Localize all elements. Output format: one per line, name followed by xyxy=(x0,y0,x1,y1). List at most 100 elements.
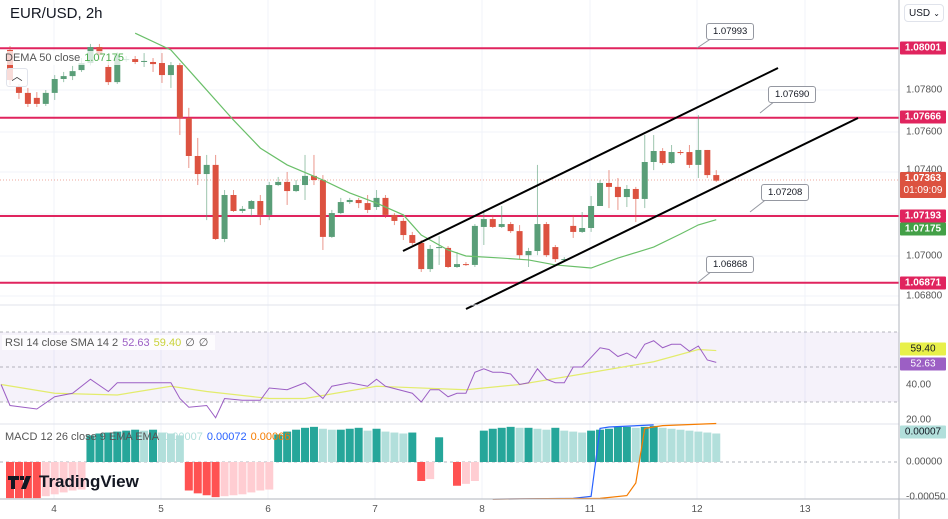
price-callout[interactable]: 1.07208 xyxy=(761,184,810,201)
time-tick: 11 xyxy=(584,504,596,515)
macd-tick: -0.00050 xyxy=(906,491,946,503)
candle-down xyxy=(713,175,720,181)
channel-lower-line[interactable] xyxy=(465,117,859,310)
macd-histogram-bar xyxy=(238,462,247,495)
macd-histogram-bar xyxy=(479,430,488,462)
macd-histogram-bar xyxy=(184,462,193,491)
macd-histogram-bar xyxy=(157,432,166,462)
collapse-legend-button[interactable]: ︿ xyxy=(6,68,28,87)
macd-histogram-bar xyxy=(533,428,542,462)
signal-value: 0.00066 xyxy=(250,431,291,443)
macd-histogram-bar xyxy=(604,428,613,462)
dema-line xyxy=(134,32,717,269)
candle-up xyxy=(579,227,586,232)
candle-down xyxy=(445,247,452,267)
price-callout[interactable]: 1.07993 xyxy=(706,23,755,40)
time-tick: 8 xyxy=(479,504,485,515)
macd-histogram-bar xyxy=(435,437,444,462)
macd-hist-value: 0.00007 xyxy=(163,431,203,443)
macd-histogram-bar xyxy=(309,426,318,462)
time-tick: 13 xyxy=(799,504,811,515)
macd-histogram-bar xyxy=(712,433,721,462)
dema-value: 1.07175 xyxy=(84,52,124,64)
macd-histogram-bar xyxy=(587,430,596,462)
macd-histogram-bar xyxy=(318,428,327,462)
symbol-title[interactable]: EUR/USD, 2h xyxy=(10,5,103,22)
macd-histogram-bar xyxy=(68,462,77,491)
candle-down xyxy=(570,225,577,232)
macd-histogram-bar xyxy=(354,427,363,462)
macd-histogram-bar xyxy=(149,429,158,462)
macd-histogram-bar xyxy=(229,462,238,496)
rsi-badge: 52.63 xyxy=(900,357,946,371)
price-callout[interactable]: 1.07690 xyxy=(768,86,817,103)
candle-up xyxy=(60,76,67,80)
macd-histogram-bar xyxy=(551,427,560,462)
macd-histogram-bar xyxy=(50,462,59,495)
candle-up xyxy=(480,219,487,227)
candle-up xyxy=(266,185,273,215)
macd-histogram-bar xyxy=(640,426,649,462)
candle-down xyxy=(33,97,40,104)
candle-down xyxy=(516,231,523,256)
macd-histogram-bar xyxy=(506,426,515,462)
candle-down xyxy=(400,220,407,236)
rsi-legend[interactable]: RSI 14 close SMA 14 2 52.63 59.40 ∅ ∅ xyxy=(2,335,216,350)
price-callout[interactable]: 1.06868 xyxy=(706,256,755,273)
candle-down xyxy=(319,180,326,237)
macd-histogram-bar xyxy=(578,432,587,462)
channel-upper-line[interactable] xyxy=(402,67,779,252)
candle-down xyxy=(659,151,666,164)
macd-histogram-bar xyxy=(613,426,622,462)
macd-histogram-bar xyxy=(140,430,149,462)
macd-histogram-bar xyxy=(175,435,184,462)
candle-up xyxy=(275,181,282,186)
tradingview-logo-text: TradingView xyxy=(39,472,139,491)
macd-histogram-bar xyxy=(193,462,202,494)
price-tick: 1.06800 xyxy=(906,290,943,302)
dema-badge: 1.07175 xyxy=(900,222,946,236)
macd-histogram-bar xyxy=(274,434,283,462)
macd-histogram-bar xyxy=(399,433,408,462)
candle-up xyxy=(597,182,604,206)
candle-down xyxy=(391,214,398,221)
candle-up xyxy=(436,247,443,249)
candle-down xyxy=(176,65,183,119)
macd-legend[interactable]: MACD 12 26 close 9 EMA EMA 0.00007 0.00072… xyxy=(2,430,297,444)
macd-histogram-bar xyxy=(211,462,220,498)
candle-up xyxy=(221,194,228,239)
macd-histogram-bar xyxy=(122,430,131,462)
macd-histogram-bar xyxy=(220,462,229,497)
candle-up xyxy=(623,188,630,198)
rsi-sma-line xyxy=(0,348,717,400)
macd-histogram-bar xyxy=(515,427,524,462)
macd-histogram-bar xyxy=(247,462,256,493)
candle-down xyxy=(552,247,559,260)
macd-histogram-bar xyxy=(59,462,68,493)
macd-histogram-bar xyxy=(14,462,23,499)
level-badge: 1.06871 xyxy=(900,276,946,290)
candle-up xyxy=(588,205,595,228)
macd-histogram-bar xyxy=(113,431,122,462)
macd-histogram-bar xyxy=(694,431,703,462)
rsi-tick: 40.00 xyxy=(906,379,932,391)
macd-histogram-bar xyxy=(202,462,211,496)
tradingview-logo[interactable]: TradingView xyxy=(8,472,139,492)
macd-histogram-bar xyxy=(596,429,605,462)
rsi-extra-2: ∅ xyxy=(198,337,209,349)
candle-up xyxy=(141,60,148,62)
currency-select[interactable]: USD ⌄ xyxy=(904,4,944,22)
candle-down xyxy=(632,188,639,199)
candle-down xyxy=(409,235,416,243)
rsi-extra-1: ∅ xyxy=(185,337,195,349)
candle-up xyxy=(525,251,532,256)
horizontal-levels[interactable] xyxy=(0,47,899,284)
macd-histogram-bar xyxy=(667,428,676,462)
candle-up xyxy=(337,202,344,214)
price-tick: 1.07800 xyxy=(906,84,943,96)
dema-legend[interactable]: DEMA 50 close 1.07175 xyxy=(2,51,131,65)
candle-up xyxy=(239,208,246,211)
candle-down xyxy=(212,164,219,239)
candle-down xyxy=(230,194,237,211)
